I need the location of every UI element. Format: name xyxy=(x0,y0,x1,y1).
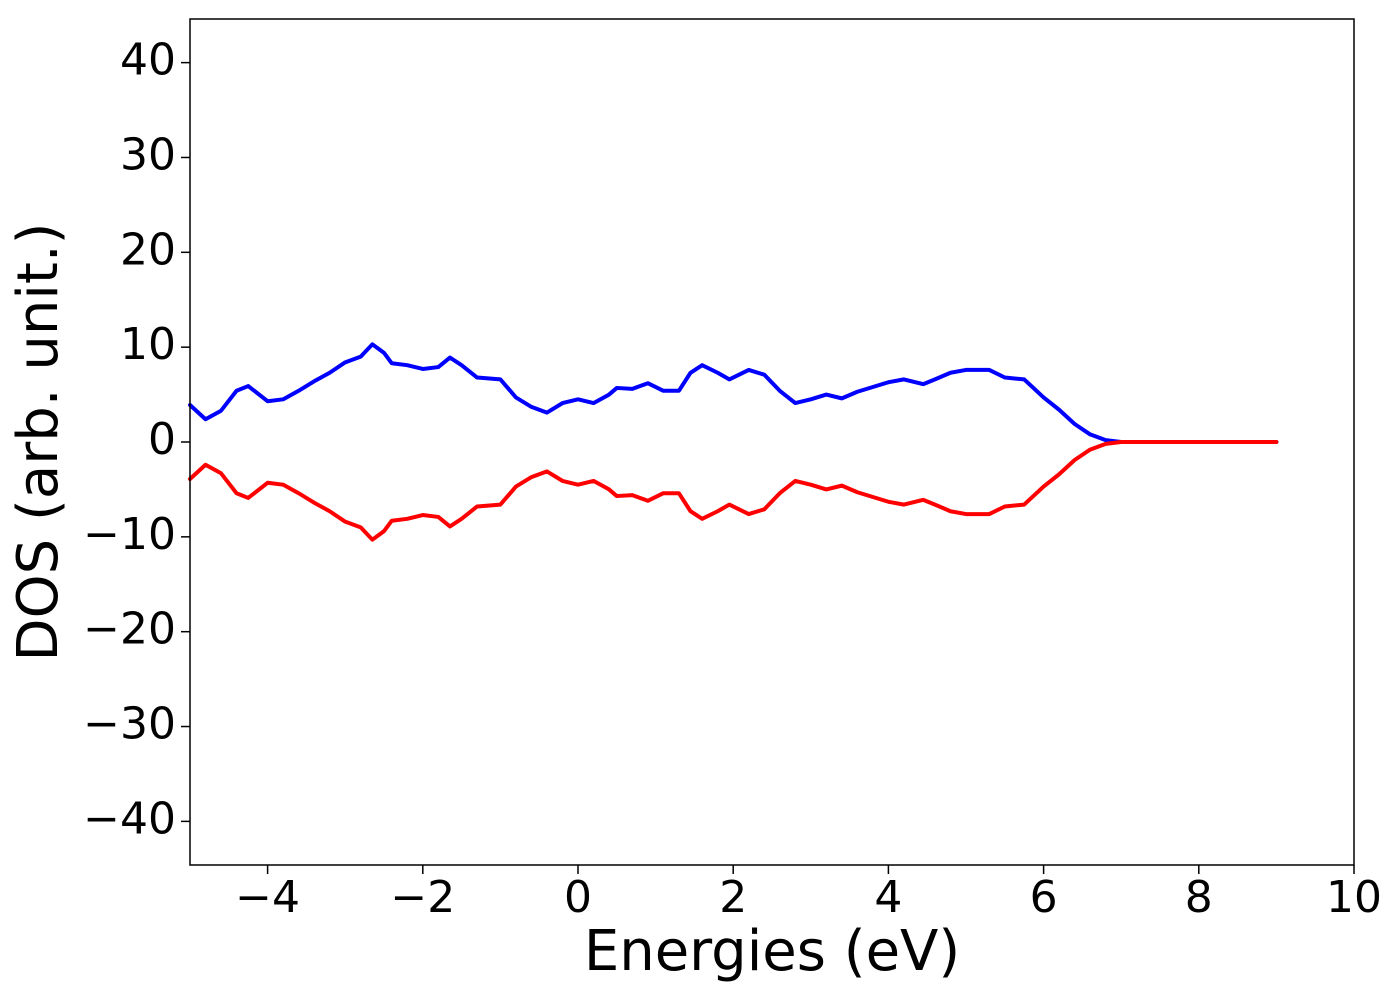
x-tick-label: 4 xyxy=(874,872,902,923)
y-tick-label: 20 xyxy=(120,224,176,275)
y-axis-label: DOS (arb. unit.) xyxy=(6,222,71,661)
plot-frame xyxy=(189,18,1355,866)
y-tick-label: −30 xyxy=(83,699,176,750)
x-tick-label: 2 xyxy=(719,872,747,923)
x-tick-label: 8 xyxy=(1185,872,1213,923)
x-tick-label: −4 xyxy=(235,872,300,923)
y-tick-label: −40 xyxy=(83,793,176,844)
x-tick-label: 6 xyxy=(1030,872,1058,923)
x-tick-label: 10 xyxy=(1326,872,1382,923)
line-series xyxy=(188,440,1279,542)
x-tick-label: 0 xyxy=(564,872,592,923)
x-tick-label: −2 xyxy=(390,872,455,923)
y-tick-label: 40 xyxy=(120,35,176,86)
y-tick-label: 30 xyxy=(120,129,176,180)
x-axis-label: Energies (eV) xyxy=(584,919,960,984)
line-series xyxy=(188,342,1279,444)
y-tick-label: 10 xyxy=(120,319,176,370)
y-tick-label: 0 xyxy=(148,414,176,465)
y-tick-label: −10 xyxy=(83,509,176,560)
y-tick-label: −20 xyxy=(83,604,176,655)
